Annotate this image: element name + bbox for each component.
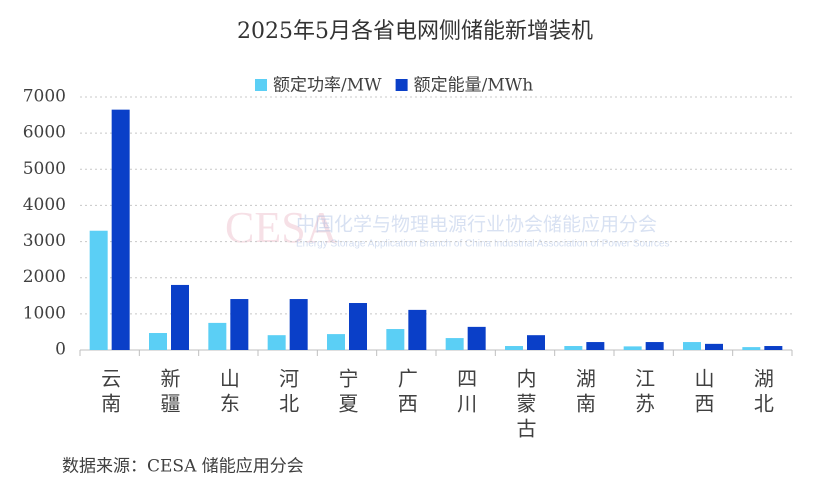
y-tick-label: 5000 bbox=[23, 159, 66, 179]
bar bbox=[505, 346, 523, 350]
x-tick-label: 山东 bbox=[216, 368, 240, 418]
bar bbox=[467, 326, 486, 350]
x-tick-label: 江苏 bbox=[632, 368, 656, 418]
source-note: 数据来源：CESA 储能应用分会 bbox=[62, 457, 304, 477]
bar bbox=[267, 335, 286, 350]
bar bbox=[705, 343, 723, 350]
legend-swatch bbox=[255, 79, 267, 91]
bar bbox=[289, 299, 308, 350]
bar bbox=[564, 346, 583, 350]
bar bbox=[742, 347, 761, 350]
legend-label: 额定功率/MW bbox=[273, 76, 382, 96]
bar bbox=[527, 335, 545, 350]
bar bbox=[586, 342, 605, 350]
y-tick-label: 2000 bbox=[23, 267, 66, 287]
bar bbox=[349, 303, 367, 350]
y-tick-label: 3000 bbox=[23, 231, 66, 251]
y-tick-label: 4000 bbox=[23, 195, 66, 215]
bar bbox=[408, 309, 427, 350]
y-tick-label: 6000 bbox=[23, 123, 66, 143]
bar bbox=[111, 109, 130, 351]
bar bbox=[327, 334, 345, 350]
bar bbox=[171, 284, 189, 350]
x-tick-label: 内蒙古 bbox=[513, 368, 537, 443]
y-tick-label: 1000 bbox=[23, 303, 66, 323]
x-tick-label: 云南 bbox=[98, 368, 122, 418]
bar bbox=[623, 346, 642, 350]
y-tick-label: 7000 bbox=[23, 87, 66, 107]
legend-swatch bbox=[395, 79, 408, 91]
x-tick-label: 新疆 bbox=[157, 368, 181, 418]
watermark-english: Energy Storage Application Branch of Chi… bbox=[296, 239, 670, 250]
y-tick-label: 0 bbox=[55, 340, 66, 360]
watermark-name: 中国化学与物理电源行业协会储能应用分会 bbox=[296, 214, 657, 236]
x-tick-label: 广西 bbox=[394, 368, 418, 418]
bar bbox=[230, 299, 249, 350]
legend-label: 额定能量/MWh bbox=[414, 76, 534, 96]
bar bbox=[149, 333, 167, 350]
x-tick-label: 河北 bbox=[276, 368, 300, 418]
watermark-logo: CESA bbox=[225, 203, 338, 252]
x-tick-label: 湖南 bbox=[572, 368, 596, 418]
bar bbox=[645, 342, 664, 350]
chart-title: 2025年5月各省电网侧储能新增装机 bbox=[237, 19, 593, 44]
bar bbox=[89, 230, 108, 350]
bar bbox=[683, 342, 701, 350]
x-tick-label: 宁夏 bbox=[335, 368, 359, 418]
x-tick-label: 四川 bbox=[454, 368, 478, 418]
bar bbox=[208, 322, 227, 350]
bar bbox=[386, 329, 405, 350]
bar bbox=[764, 346, 783, 350]
bar bbox=[445, 338, 464, 350]
x-tick-label: 山西 bbox=[691, 368, 715, 418]
x-tick-label: 湖北 bbox=[750, 368, 774, 418]
